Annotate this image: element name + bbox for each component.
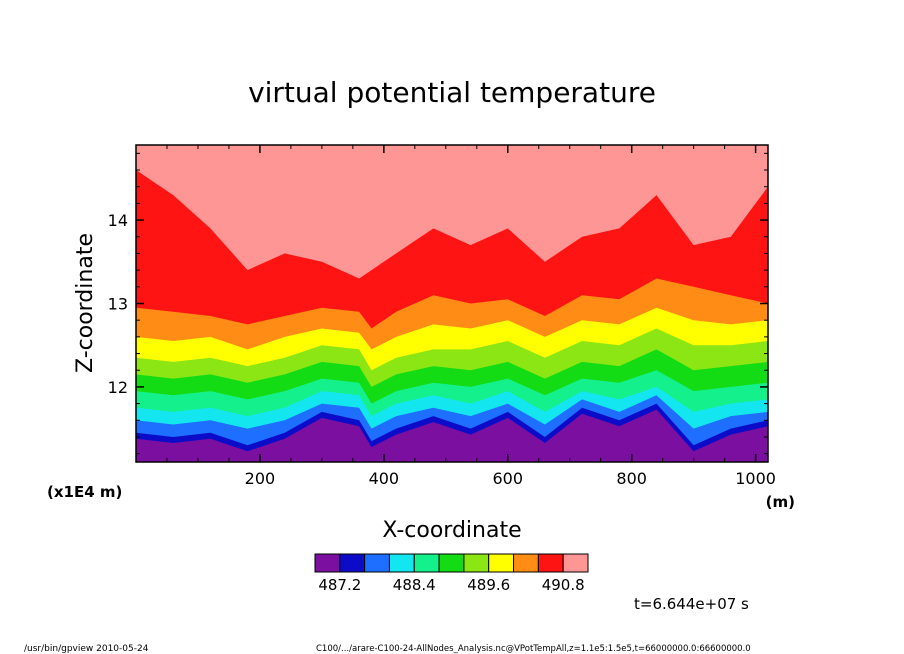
colorbar: 487.2 488.4 489.6 490.8 [314, 553, 589, 594]
colorbar-cell [438, 553, 465, 573]
footer-left: /usr/bin/gpview 2010-05-24 [24, 644, 149, 654]
colorbar-cell [463, 553, 490, 573]
plot-area [136, 145, 768, 462]
colorbar-cell [513, 553, 539, 573]
colorbar-tick-label: 488.4 [393, 576, 436, 594]
band-lowest [136, 409, 768, 462]
x-tick-label: 200 [245, 469, 276, 488]
colorbar-tick-label: 487.2 [318, 576, 361, 594]
colorbar-cell [537, 553, 564, 573]
colorbar-cell [364, 553, 390, 573]
x-tick-label: 1000 [735, 469, 776, 488]
x-tick-label: 800 [616, 469, 647, 488]
colorbar-cell [314, 553, 341, 573]
y-tick-label: 13 [108, 295, 128, 314]
y-unit-label: (x1E4 m) [47, 483, 122, 501]
chart-title: virtual potential temperature [248, 76, 656, 109]
colorbar-cell [388, 553, 415, 573]
x-axis-label: X-coordinate [382, 518, 521, 543]
x-axis: 200 400 600 800 1000 [166, 145, 776, 488]
colorbar-cell [562, 553, 589, 573]
x-tick-label: 600 [492, 469, 523, 488]
y-tick-label: 12 [108, 378, 128, 397]
colorbar-cell [413, 553, 440, 573]
colorbar-cell [488, 553, 515, 573]
x-unit-label: (m) [766, 493, 795, 511]
colorbar-cell [339, 553, 366, 573]
y-tick-label: 14 [108, 211, 128, 230]
colorbar-tick-label: 489.6 [467, 576, 510, 594]
time-annotation: t=6.644e+07 s [634, 595, 749, 613]
x-tick-label: 400 [369, 469, 400, 488]
y-axis: 12 13 14 [108, 152, 768, 455]
colorbar-tick-label: 490.8 [542, 576, 585, 594]
y-axis-label: Z-coordinate [73, 233, 98, 373]
footer-right: C100/.../arare-C100-24-AllNodes_Analysis… [316, 644, 751, 654]
